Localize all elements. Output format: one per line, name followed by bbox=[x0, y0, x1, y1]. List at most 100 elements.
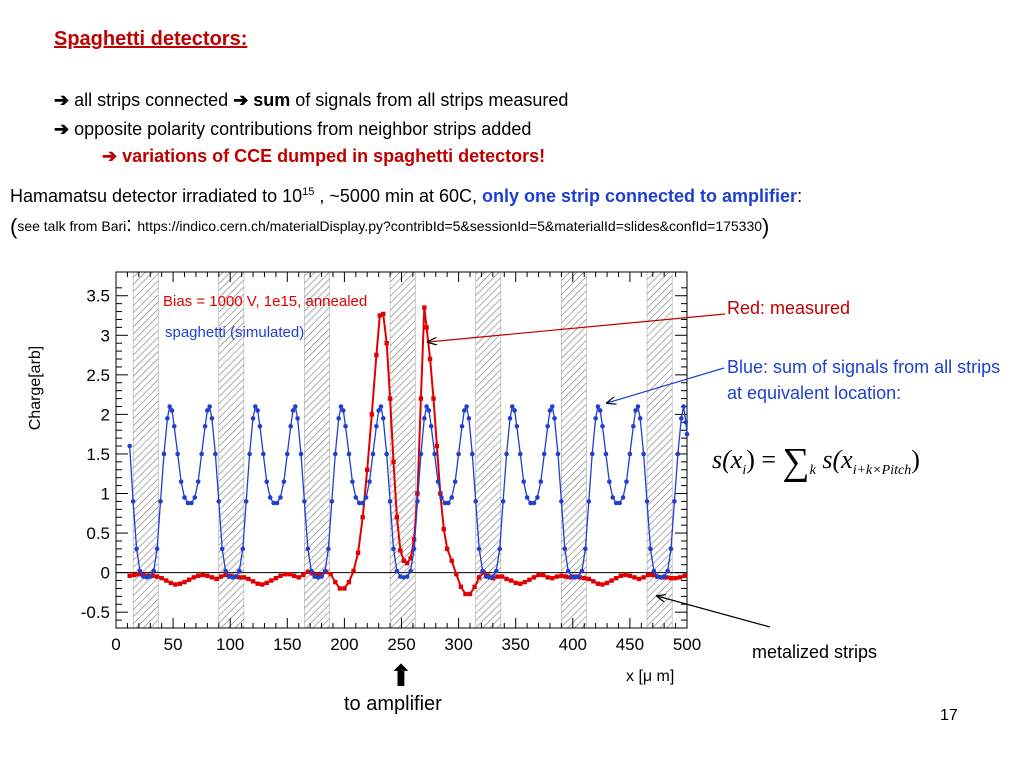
data-point bbox=[253, 404, 258, 409]
data-point bbox=[377, 313, 383, 318]
data-point bbox=[200, 572, 205, 578]
data-point bbox=[521, 479, 526, 484]
data-point bbox=[476, 546, 482, 552]
data-point bbox=[607, 479, 612, 484]
reference-line: (see talk from Bari: https://indico.cern… bbox=[10, 214, 769, 240]
reference-link[interactable]: https://indico.cern.ch/materialDisplay.p… bbox=[137, 218, 763, 234]
data-point bbox=[132, 572, 137, 578]
reference-colon: : bbox=[126, 214, 138, 236]
data-point bbox=[207, 404, 212, 409]
data-point bbox=[391, 546, 396, 552]
data-point bbox=[549, 404, 555, 409]
data-point bbox=[627, 451, 633, 457]
data-point bbox=[296, 575, 301, 580]
data-point bbox=[167, 404, 172, 409]
arrow-to-metal-strip bbox=[657, 596, 771, 628]
data-point bbox=[360, 515, 365, 520]
data-point bbox=[609, 578, 614, 583]
bullet-3-text: variations of CCE dumped in spaghetti de… bbox=[117, 146, 546, 166]
data-point bbox=[255, 408, 260, 413]
data-point bbox=[158, 499, 163, 504]
data-point bbox=[127, 573, 132, 578]
formula-rhs-end: ) bbox=[911, 445, 920, 474]
detector-info-colon: : bbox=[797, 186, 803, 206]
data-point bbox=[177, 581, 183, 586]
data-point bbox=[434, 443, 440, 449]
data-point bbox=[595, 404, 601, 409]
page-number: 17 bbox=[940, 707, 958, 724]
data-point bbox=[291, 573, 297, 578]
data-point bbox=[246, 576, 251, 582]
data-point bbox=[589, 451, 595, 457]
data-point bbox=[678, 416, 684, 421]
y-tick-label: 1.5 bbox=[86, 445, 110, 464]
y-tick-label: 3 bbox=[101, 326, 110, 345]
data-point bbox=[665, 568, 670, 574]
data-point bbox=[586, 576, 591, 582]
data-point bbox=[398, 548, 403, 553]
bullet-1-bold: sum bbox=[248, 90, 291, 110]
data-point bbox=[273, 575, 279, 581]
bullet-3: ➔ variations of CCE dumped in spaghetti … bbox=[102, 146, 545, 167]
data-point bbox=[681, 404, 686, 409]
data-point bbox=[635, 404, 641, 409]
detector-info-text-2: , ~5000 min at 60C, bbox=[314, 186, 483, 206]
data-point bbox=[591, 579, 596, 584]
data-point bbox=[237, 568, 242, 574]
data-point bbox=[173, 582, 178, 587]
data-point bbox=[648, 546, 653, 552]
data-point bbox=[538, 479, 544, 484]
data-point bbox=[278, 573, 283, 578]
data-point bbox=[191, 575, 196, 580]
bullet-1-text-a: all strips connected bbox=[69, 90, 234, 110]
data-point bbox=[583, 546, 588, 552]
data-point bbox=[237, 575, 242, 580]
data-point bbox=[261, 451, 266, 457]
series-1 bbox=[127, 404, 690, 580]
data-point bbox=[196, 573, 201, 578]
x-axis-label: x [μ m] bbox=[626, 668, 674, 685]
data-point bbox=[613, 500, 619, 506]
data-point bbox=[633, 408, 638, 413]
open-paren: ( bbox=[10, 214, 18, 239]
data-point bbox=[141, 574, 146, 579]
data-point bbox=[408, 556, 413, 561]
data-point bbox=[472, 584, 477, 590]
data-point bbox=[536, 572, 541, 578]
data-point bbox=[326, 546, 331, 552]
data-point bbox=[435, 479, 441, 484]
data-point bbox=[610, 495, 616, 500]
data-point bbox=[405, 560, 410, 566]
data-point bbox=[154, 574, 160, 579]
data-point bbox=[535, 495, 540, 500]
x-tick-label: 150 bbox=[273, 635, 301, 654]
data-point bbox=[603, 451, 609, 457]
data-point bbox=[431, 396, 436, 401]
data-point bbox=[288, 423, 294, 429]
data-point bbox=[668, 546, 674, 552]
legend-measured: Bias = 1000 V, 1e15, annealed bbox=[163, 293, 367, 310]
data-point bbox=[226, 574, 232, 579]
y-tick-label: 1 bbox=[101, 485, 110, 504]
data-point bbox=[350, 479, 355, 484]
data-point bbox=[449, 495, 455, 500]
data-point bbox=[205, 408, 210, 413]
data-point bbox=[641, 451, 646, 457]
data-point bbox=[441, 526, 446, 532]
data-point bbox=[264, 580, 269, 586]
bullet-1-text-b: of signals from all strips measured bbox=[290, 90, 569, 110]
data-point bbox=[154, 546, 160, 552]
data-point bbox=[346, 451, 352, 457]
data-point bbox=[644, 499, 650, 504]
data-point bbox=[394, 568, 400, 574]
data-point bbox=[422, 416, 427, 421]
data-point bbox=[427, 356, 433, 362]
data-point bbox=[209, 416, 215, 421]
detector-info: Hamamatsu detector irradiated to 1015 , … bbox=[10, 186, 802, 207]
data-point bbox=[582, 575, 587, 581]
data-point bbox=[672, 499, 677, 504]
data-point bbox=[213, 451, 218, 457]
label-to-amplifier: to amplifier bbox=[344, 693, 442, 715]
data-point bbox=[247, 451, 252, 457]
right-arrow-icon: ➔ bbox=[233, 90, 249, 110]
